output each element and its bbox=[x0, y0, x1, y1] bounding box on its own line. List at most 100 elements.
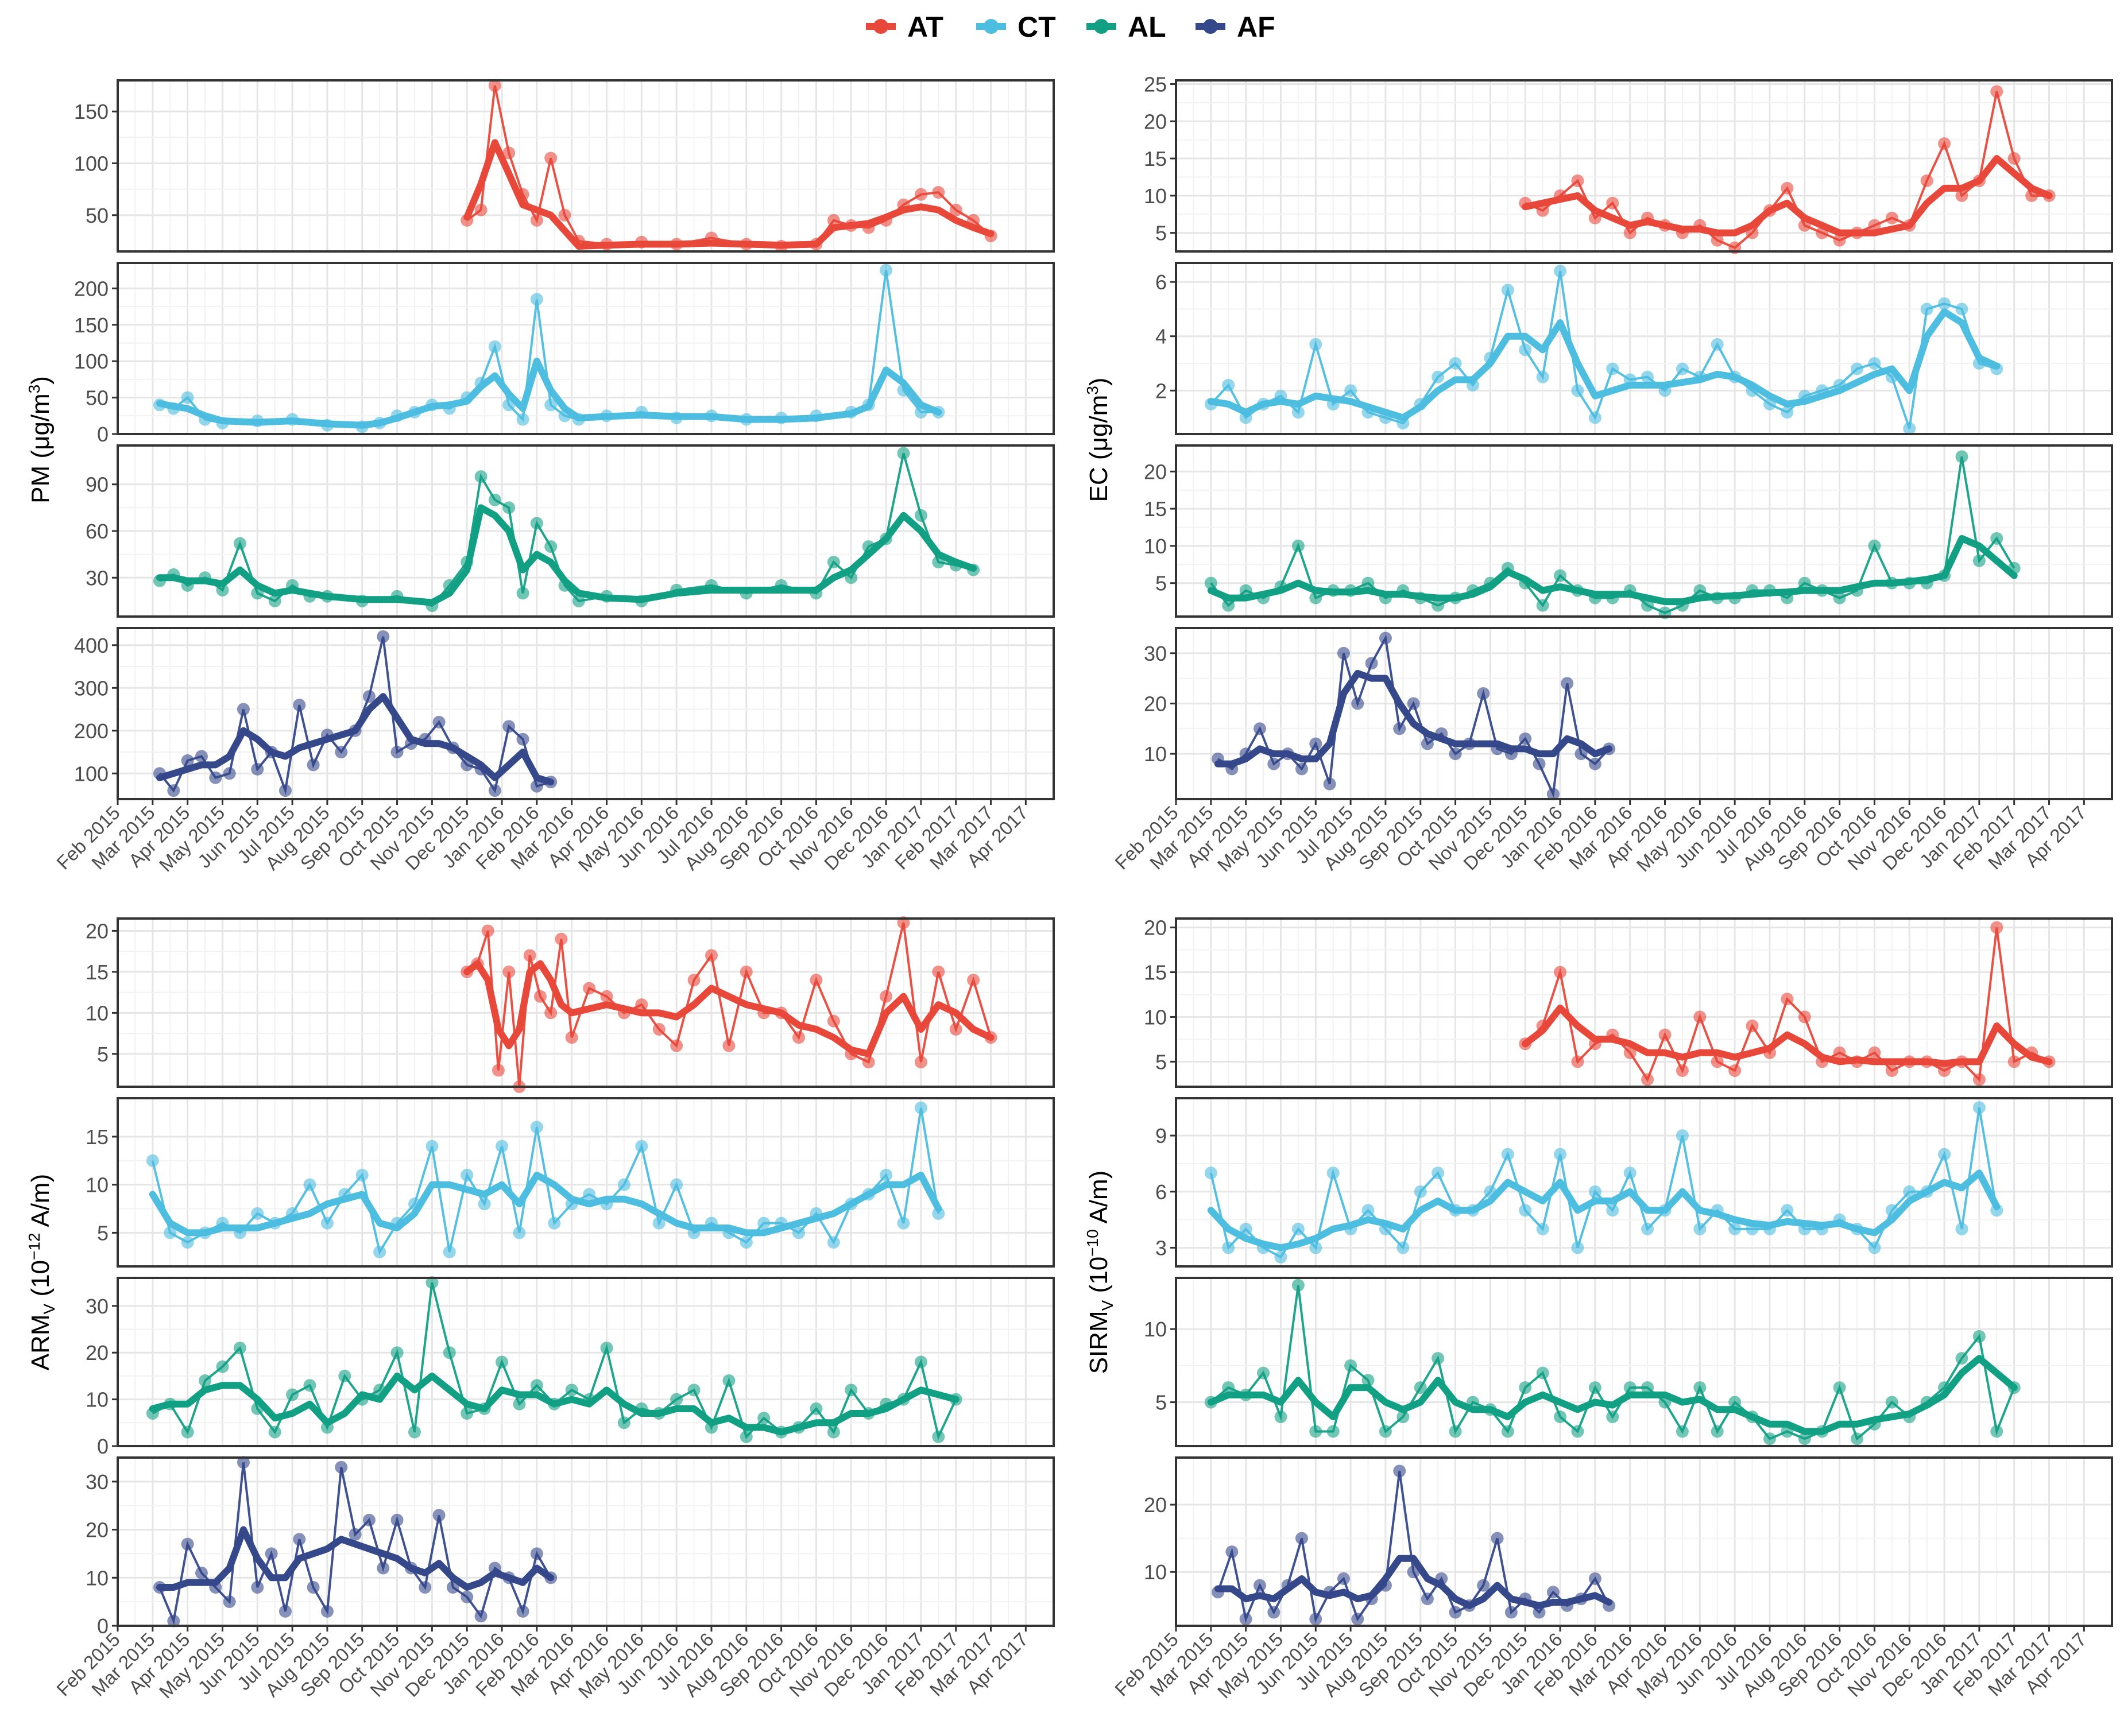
data-point bbox=[1407, 697, 1420, 710]
data-point bbox=[635, 405, 648, 418]
data-point bbox=[1711, 1204, 1724, 1217]
data-point bbox=[496, 1140, 509, 1153]
data-point bbox=[775, 1425, 788, 1439]
data-point bbox=[530, 1547, 543, 1560]
data-point bbox=[1491, 742, 1504, 755]
trend-line-at bbox=[1522, 155, 2053, 237]
data-point bbox=[1554, 265, 1567, 278]
y-tick-label: 50 bbox=[86, 204, 109, 227]
data-point bbox=[502, 965, 516, 978]
data-point bbox=[530, 780, 543, 793]
data-point bbox=[1903, 1410, 1916, 1424]
y-tick-label: 200 bbox=[74, 719, 109, 743]
data-point bbox=[390, 1346, 404, 1359]
data-point bbox=[1491, 1532, 1504, 1545]
data-point bbox=[565, 1198, 578, 1211]
data-point bbox=[1222, 1241, 1235, 1254]
data-point bbox=[446, 1581, 459, 1594]
data-point bbox=[1885, 211, 1898, 224]
data-point bbox=[1519, 576, 1532, 590]
data-point bbox=[167, 402, 180, 415]
panel-sirmv-af: 10 20 bbox=[1144, 1456, 2113, 1627]
data-point bbox=[1658, 1028, 1672, 1041]
data-point bbox=[827, 1425, 840, 1439]
y-tick-label: 90 bbox=[86, 473, 109, 497]
data-point bbox=[1571, 1055, 1584, 1068]
data-point bbox=[443, 579, 456, 592]
data-point bbox=[1833, 1046, 1846, 1059]
data-point bbox=[443, 402, 456, 415]
data-point bbox=[1781, 1204, 1794, 1217]
data-point bbox=[223, 1595, 236, 1609]
data-point bbox=[1323, 1586, 1336, 1599]
data-point bbox=[1504, 1606, 1518, 1619]
data-point bbox=[474, 762, 488, 776]
data-point bbox=[1833, 1381, 1846, 1394]
data-point bbox=[705, 1421, 718, 1434]
legend-label-ct: CT bbox=[1018, 11, 1056, 43]
panel-pm-ct: 0 50 100 150 200 bbox=[74, 262, 1055, 446]
data-point bbox=[1711, 234, 1724, 247]
data-point bbox=[338, 1188, 351, 1201]
data-point bbox=[1554, 189, 1567, 202]
data-point bbox=[880, 532, 893, 545]
data-point bbox=[1955, 189, 1968, 202]
data-point bbox=[1571, 174, 1584, 187]
data-point bbox=[443, 1346, 456, 1359]
data-point bbox=[1257, 1241, 1270, 1254]
data-point bbox=[1379, 1579, 1392, 1592]
data-point bbox=[303, 590, 316, 603]
data-point bbox=[862, 221, 875, 234]
panel-armv-al: 0 10 20 30 bbox=[86, 1276, 1055, 1458]
data-point bbox=[425, 1140, 439, 1153]
data-point bbox=[617, 1006, 630, 1020]
data-point bbox=[1588, 411, 1601, 424]
y-axis-title-pm: PM (μg/m3) bbox=[25, 376, 55, 503]
y-title-sup: 3 bbox=[1084, 386, 1101, 395]
panel-border bbox=[117, 917, 1055, 1088]
data-point bbox=[1606, 1028, 1619, 1041]
y-title-space bbox=[26, 1297, 55, 1304]
data-point bbox=[1274, 580, 1287, 594]
data-point bbox=[687, 1226, 701, 1239]
data-point bbox=[1816, 584, 1829, 597]
data-point bbox=[1603, 1599, 1616, 1612]
data-point bbox=[167, 568, 180, 581]
legend-item-at: AT bbox=[866, 11, 943, 43]
data-point bbox=[617, 1416, 630, 1429]
data-point bbox=[1903, 576, 1916, 590]
data-point bbox=[1903, 1055, 1916, 1068]
data-point bbox=[984, 1031, 997, 1044]
data-point bbox=[1746, 1020, 1759, 1033]
data-point bbox=[320, 590, 334, 603]
data-point bbox=[404, 1561, 417, 1575]
data-point bbox=[932, 556, 945, 569]
data-point bbox=[1990, 532, 2003, 545]
data-point bbox=[1990, 1425, 2003, 1438]
data-point bbox=[722, 1226, 736, 1239]
data-point bbox=[251, 1207, 264, 1220]
data-point bbox=[635, 998, 648, 1012]
y-title-sub: V bbox=[40, 1303, 58, 1314]
data-point bbox=[1588, 757, 1601, 770]
data-point bbox=[572, 234, 585, 247]
data-point bbox=[1239, 1613, 1252, 1626]
data-point bbox=[949, 559, 962, 572]
data-point bbox=[303, 1178, 316, 1191]
panel-border bbox=[1175, 627, 2113, 800]
data-point bbox=[1676, 599, 1689, 612]
data-point bbox=[1396, 1241, 1410, 1254]
y-axis-title-armv: ARMV (10−12 A/m) bbox=[25, 1174, 58, 1370]
data-point bbox=[153, 1581, 166, 1594]
data-point bbox=[1267, 757, 1280, 770]
data-point bbox=[1379, 631, 1392, 645]
data-point bbox=[1477, 687, 1490, 700]
data-point bbox=[880, 214, 893, 227]
data-point bbox=[1728, 1396, 1742, 1409]
y-title-main: PM bbox=[26, 466, 55, 503]
data-point bbox=[1851, 1222, 1864, 1235]
data-point bbox=[1920, 1185, 1933, 1198]
data-point bbox=[1746, 1410, 1759, 1424]
data-point bbox=[1588, 1572, 1601, 1585]
